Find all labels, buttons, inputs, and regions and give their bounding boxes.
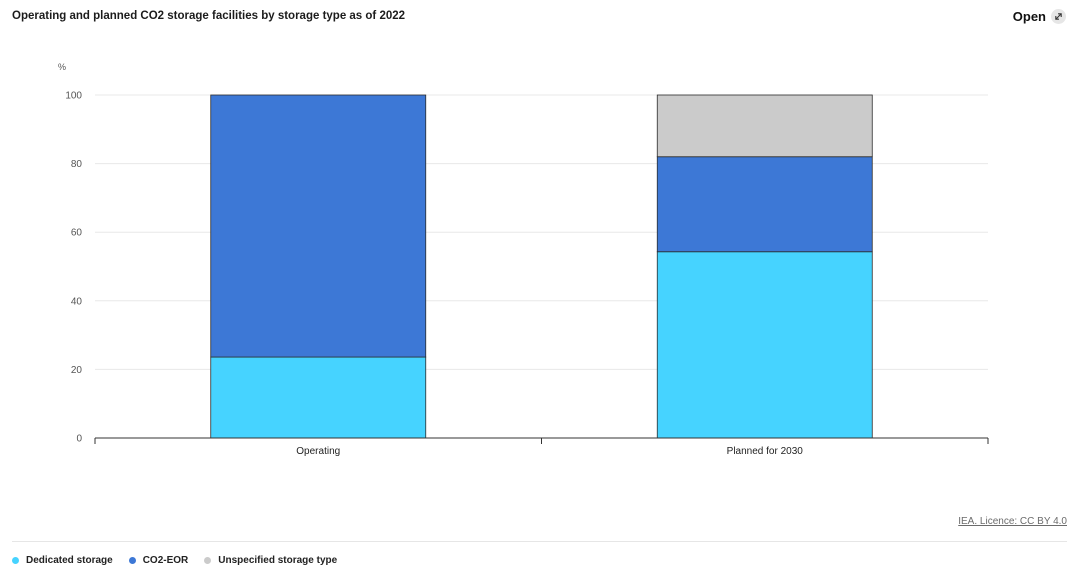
chart-title: Operating and planned CO2 storage facili… bbox=[12, 10, 406, 22]
bar-segment bbox=[656, 156, 873, 253]
x-tick-label: Planned for 2030 bbox=[727, 446, 804, 457]
open-button[interactable]: Open bbox=[1013, 9, 1066, 24]
y-tick-label: 80 bbox=[71, 159, 83, 170]
expand-arrow-icon bbox=[1051, 9, 1066, 24]
bar-segment bbox=[656, 251, 873, 439]
y-tick-label: 60 bbox=[71, 228, 83, 239]
open-label: Open bbox=[1012, 9, 1046, 24]
legend-swatch bbox=[204, 557, 212, 564]
chart-plot: 0 20 40 60 80 100% Operating Planned for 2030 bbox=[58, 62, 989, 457]
licence-link[interactable]: IEA. Licence: CC BY 4.0 bbox=[958, 516, 1067, 527]
y-axis-unit: % bbox=[58, 62, 66, 72]
y-tick-label: 0 bbox=[76, 434, 82, 445]
y-tick-label: 40 bbox=[71, 296, 83, 307]
legend-item[interactable]: Dedicated storage bbox=[12, 555, 113, 566]
chart-legend: Dedicated storage CO2-EOR Unspecified stor… bbox=[12, 555, 337, 566]
legend-swatch bbox=[128, 557, 136, 564]
legend-swatch bbox=[12, 557, 19, 564]
legend-item[interactable]: Unspecified storage type bbox=[204, 555, 337, 566]
bar-segment bbox=[210, 356, 427, 439]
legend-label: Unspecified storage type bbox=[218, 555, 338, 566]
x-tick-label: Operating bbox=[296, 446, 340, 457]
legend-item[interactable]: CO2-EOR bbox=[128, 555, 189, 566]
footer-divider bbox=[12, 541, 1067, 542]
legend-label: CO2-EOR bbox=[142, 555, 189, 566]
y-tick-label: 20 bbox=[71, 365, 83, 376]
y-tick-label: 100 bbox=[65, 91, 82, 102]
bar-segment bbox=[656, 94, 873, 158]
bar-segment bbox=[210, 94, 427, 358]
legend-label: Dedicated storage bbox=[26, 555, 113, 566]
